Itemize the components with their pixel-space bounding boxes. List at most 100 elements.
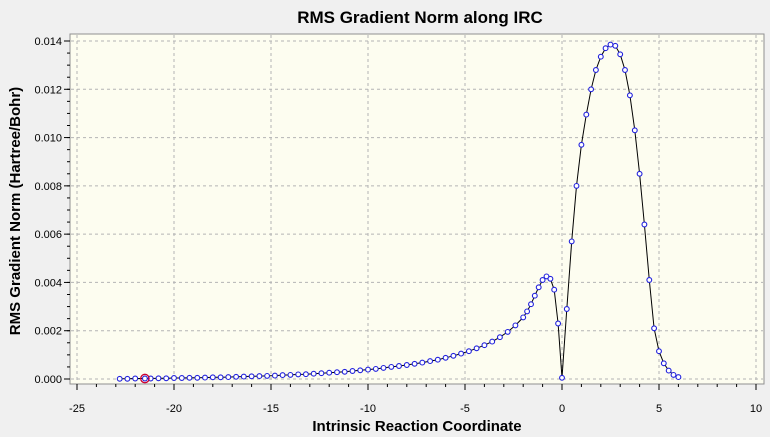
data-point [617,51,624,58]
data-point [326,369,333,376]
data-point [124,375,131,382]
y-tick-label: 0.010 [34,133,62,145]
data-point [496,334,503,341]
data-point [132,375,139,382]
data-point [357,367,364,374]
data-point [675,374,682,381]
axes: -25 -20 -15 -10 -5 0 5 10 0.000 0.002 0.004 0.006 0.… [34,36,762,415]
data-point [388,363,395,370]
data-point [318,370,325,377]
data-point [434,356,441,363]
data-point [665,367,672,374]
y-tick-label: 0.012 [34,84,62,96]
data-point [473,345,480,352]
data-point [186,374,193,381]
data-point [302,371,309,378]
x-tick-label: -20 [166,403,182,415]
data-point [442,354,449,361]
data-point [551,286,558,293]
data-point [651,325,658,332]
grid-lines [71,35,763,383]
data-point [573,182,580,189]
data-point [520,314,527,321]
data-point [547,275,554,282]
y-tick-label: 0.008 [34,181,62,193]
data-point [524,308,531,315]
data-point [225,374,232,381]
data-point [202,374,208,381]
data-point [592,67,599,73]
data-point [563,306,570,312]
data-point [310,370,317,377]
data-point [458,350,465,357]
data-point [597,53,604,60]
chart-title: RMS Gradient Norm along IRC [297,8,543,27]
data-point [578,141,585,148]
x-tick-label: -10 [360,403,376,415]
data-point [656,348,662,355]
data-point [171,375,177,381]
data-point [636,170,643,177]
data-point [568,238,575,245]
y-tick-label: 0.000 [34,374,62,386]
data-point [396,363,402,369]
data-point [287,371,294,378]
data-point [535,284,542,291]
data-point [372,365,379,372]
y-tick-label: 0.006 [34,229,62,241]
data-point [279,372,286,379]
data-point [622,67,628,73]
data-point [194,374,201,381]
data-point [349,368,356,374]
data-point [481,342,488,349]
x-tick-label: -15 [263,403,279,415]
data-point [178,375,185,381]
data-point [660,360,667,367]
data-point [670,371,677,378]
data-point [539,277,546,283]
y-tick-label: 0.002 [34,326,62,338]
data-point [555,320,562,327]
data-point [116,375,123,382]
data-point [427,358,434,365]
data-point [489,338,496,345]
data-point [531,292,538,299]
data-point [403,362,410,368]
data-point [163,375,170,382]
y-tick-label: 0.004 [34,277,62,289]
plot-area [69,33,765,385]
data-point [612,42,619,49]
data-point [380,364,387,371]
data-point [450,352,457,359]
y-tick-label: 0.014 [34,36,62,48]
data-point [295,371,302,378]
data-point [217,374,224,381]
data-point [583,111,590,118]
x-axis-label: Intrinsic Reaction Coordinate [312,418,521,435]
data-point [141,375,148,382]
data-point [607,41,614,48]
data-point [602,45,609,52]
data-point [559,374,565,381]
data-point [248,373,255,380]
data-point [341,368,348,375]
data-point [641,221,648,228]
data-point [365,366,371,373]
data-point [264,372,271,379]
data-point [411,360,418,367]
data-markers [116,41,682,384]
data-point [419,359,426,366]
x-tick-label: 10 [750,403,762,415]
data-point [155,375,162,382]
data-point [233,373,240,380]
x-tick-label: 5 [656,403,662,415]
data-point [588,86,595,93]
data-point [626,92,633,99]
data-point [240,373,247,380]
data-point [528,301,534,308]
data-point [209,374,216,381]
y-axis-label: RMS Gradient Norm (Hartree/Bohr) [7,87,24,335]
data-point [631,127,638,134]
x-tick-label: -5 [460,403,470,415]
